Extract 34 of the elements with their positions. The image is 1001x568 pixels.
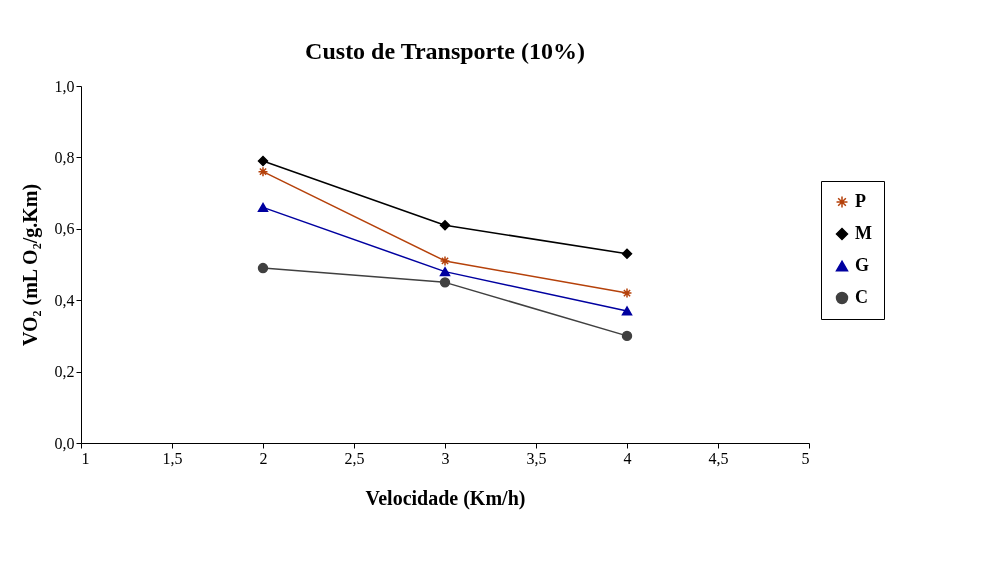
x-tick-label: 2,5: [344, 449, 365, 467]
y-tick-label: 0,6: [54, 220, 75, 238]
x-tick-label: 4,5: [708, 449, 729, 467]
x-axis-title: Velocidade (Km/h): [365, 486, 526, 510]
y-tick-label: 0,4: [54, 291, 75, 309]
x-tick-label: 5: [801, 449, 810, 467]
point: [439, 277, 451, 288]
point: [257, 262, 269, 274]
x-tick-label: 3,5: [526, 449, 547, 467]
legend-label: M: [855, 223, 872, 243]
point: [621, 330, 633, 342]
y-tick-label: 1,0: [54, 77, 75, 95]
y-tick-label: 0,0: [54, 434, 75, 452]
y-axis-title: VO₂ (mL O₂/g.Km): [18, 183, 42, 347]
point: [439, 267, 451, 277]
chart-title: Custo de Transporte (10%): [305, 38, 585, 64]
x-tick-label: 4: [623, 449, 632, 467]
point: [439, 255, 451, 267]
x-tick-label: 2: [259, 449, 268, 467]
x-tick-label: 3: [441, 449, 450, 467]
x-tick-label: 1: [81, 449, 90, 467]
point: [621, 287, 633, 299]
legend-label: C: [855, 287, 868, 307]
point: [621, 248, 633, 260]
point: [257, 155, 269, 167]
point: [257, 202, 269, 212]
y-tick-label: 0,2: [54, 363, 75, 381]
point: [439, 220, 451, 231]
legend-label: G: [855, 255, 870, 275]
legend-label: P: [855, 191, 866, 211]
x-tick-label: 1,5: [162, 449, 183, 467]
point: [621, 306, 633, 316]
y-tick-label: 0,8: [54, 148, 75, 166]
point: [257, 166, 269, 177]
